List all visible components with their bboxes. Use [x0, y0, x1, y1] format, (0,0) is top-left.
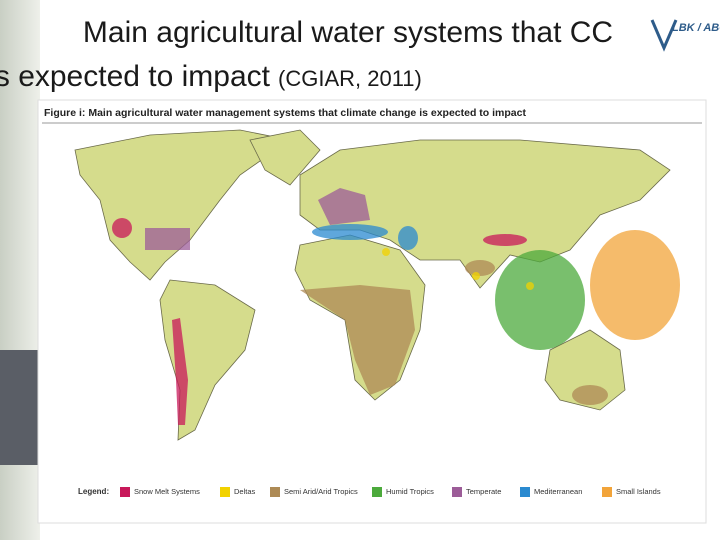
region: [590, 230, 680, 340]
region: [465, 260, 495, 276]
region: [312, 224, 388, 240]
title-source: (CGIAR, 2011): [278, 66, 422, 91]
legend-label: Deltas: [234, 487, 256, 496]
legend-swatch: [520, 487, 530, 497]
legend-swatch: [120, 487, 130, 497]
legend-label: Snow Melt Systems: [134, 487, 200, 496]
title-line: Main agricultural water systems that CC: [83, 16, 613, 49]
greenland: [249, 129, 321, 186]
legend-swatch: [602, 487, 612, 497]
legend-title: Legend:: [78, 487, 109, 496]
region: [495, 250, 585, 350]
legend-label: Mediterranean: [534, 487, 582, 496]
north-america: [74, 129, 291, 281]
region: [526, 282, 534, 290]
region: [172, 318, 188, 425]
legend-label: Semi Arid/Arid Tropics: [284, 487, 358, 496]
legend-label: Temperate: [466, 487, 501, 496]
legend-swatch: [270, 487, 280, 497]
logo-mark: [650, 19, 678, 52]
region: [145, 228, 190, 250]
region: [112, 218, 132, 238]
title-line: is expected to impact: [0, 60, 271, 93]
side-photo: [0, 350, 40, 465]
figure-caption: Figure i: Main agricultural water manage…: [44, 107, 526, 119]
region: [572, 385, 608, 405]
land: [74, 129, 671, 441]
legend-swatch: [372, 487, 382, 497]
region: [472, 272, 480, 280]
legend-swatch: [220, 487, 230, 497]
legend-swatch: [452, 487, 462, 497]
region: [382, 248, 390, 256]
logo: LBK / ABC: [672, 22, 720, 34]
regions: [112, 188, 680, 425]
region: [318, 188, 370, 225]
legend-label: Small Islands: [616, 487, 661, 496]
legend-label: Humid Tropics: [386, 487, 434, 496]
region: [300, 285, 415, 395]
region: [398, 226, 418, 250]
region: [483, 234, 527, 246]
